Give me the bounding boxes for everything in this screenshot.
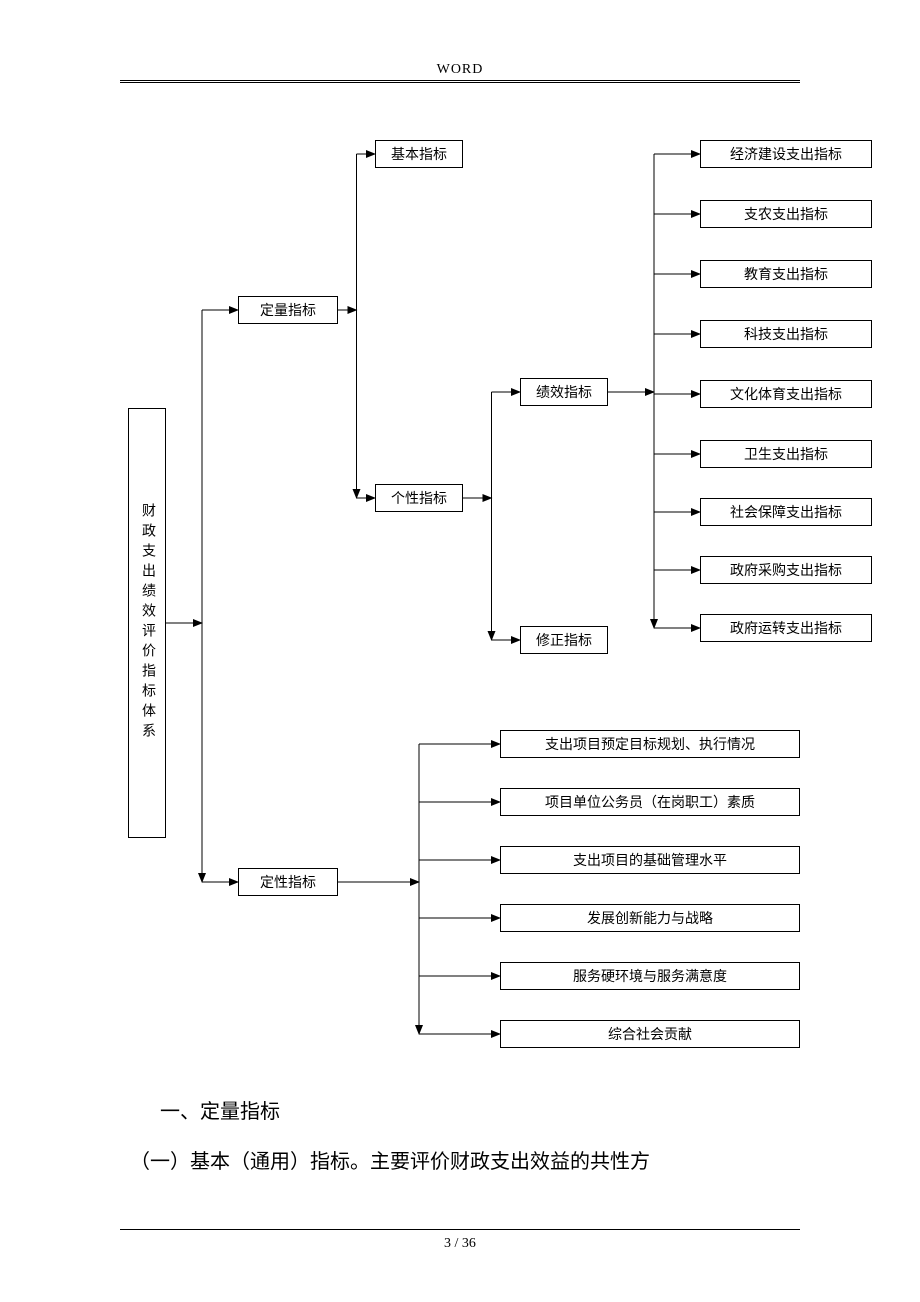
node-r5: 文化体育支出指标: [700, 380, 872, 408]
node-q1: 支出项目预定目标规划、执行情况: [500, 730, 800, 758]
node-quant: 定量指标: [238, 296, 338, 324]
node-q3: 支出项目的基础管理水平: [500, 846, 800, 874]
node-q6: 综合社会贡献: [500, 1020, 800, 1048]
header-rule: [120, 80, 800, 83]
node-r7: 社会保障支出指标: [700, 498, 872, 526]
node-perf: 绩效指标: [520, 378, 608, 406]
node-indiv: 个性指标: [375, 484, 463, 512]
node-r1: 经济建设支出指标: [700, 140, 872, 168]
node-r6: 卫生支出指标: [700, 440, 872, 468]
node-r2: 支农支出指标: [700, 200, 872, 228]
section-paragraph: （一）基本（通用）指标。主要评价财政支出效益的共性方: [130, 1140, 650, 1184]
node-corr: 修正指标: [520, 626, 608, 654]
page-header: WORD: [120, 62, 800, 78]
node-r9: 政府运转支出指标: [700, 614, 872, 642]
node-basic: 基本指标: [375, 140, 463, 168]
section-heading: 一、定量指标: [160, 1090, 280, 1134]
node-q5: 服务硬环境与服务满意度: [500, 962, 800, 990]
page-footer: 3 / 36: [0, 1236, 920, 1252]
node-r4: 科技支出指标: [700, 320, 872, 348]
footer-rule: [120, 1229, 800, 1230]
node-root: 财政支出绩效评价指标体系: [128, 408, 166, 838]
node-r3: 教育支出指标: [700, 260, 872, 288]
node-q4: 发展创新能力与战略: [500, 904, 800, 932]
node-q2: 项目单位公务员（在岗职工）素质: [500, 788, 800, 816]
node-qual: 定性指标: [238, 868, 338, 896]
node-r8: 政府采购支出指标: [700, 556, 872, 584]
